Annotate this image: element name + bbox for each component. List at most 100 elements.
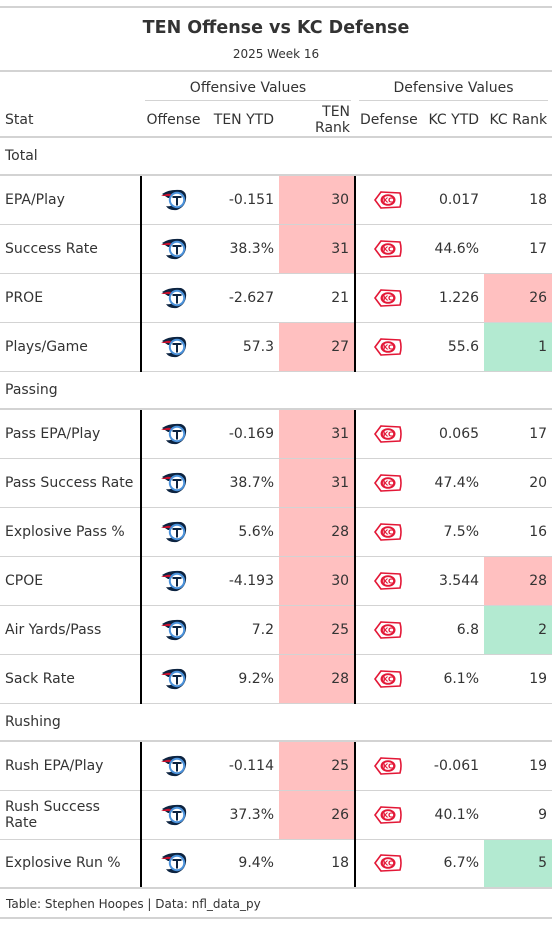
ten-rank-value: 28 (279, 507, 357, 557)
table-row: Rush Success Rate 37.3% 26 KC 40.1% 9 (0, 790, 553, 840)
chiefs-logo-icon: KC (373, 805, 402, 824)
titans-logo-icon (161, 472, 187, 493)
stat-name: Explosive Pass % (0, 507, 142, 557)
defense-logo-cell: KC (355, 839, 420, 889)
ten-rank-value: 18 (279, 839, 357, 889)
ten-ytd-value: 7.2 (206, 605, 279, 655)
stat-name: Sack Rate (0, 654, 142, 704)
kc-rank-value: 1 (484, 322, 553, 372)
kc-ytd-value: 40.1% (419, 790, 485, 840)
group-label: Passing (0, 371, 553, 410)
group-row: Rushing (0, 703, 553, 742)
defense-logo-cell: KC (355, 458, 420, 508)
ten-rank-value: 31 (279, 224, 357, 274)
ten-ytd-value: -0.151 (206, 174, 279, 225)
chiefs-logo-icon: KC (373, 424, 402, 443)
kc-ytd-value: -0.061 (419, 740, 485, 791)
svg-text:KC: KC (382, 343, 392, 351)
titans-logo-icon (161, 804, 187, 825)
table-row: Explosive Pass % 5.6% 28 KC 7.5% 16 (0, 507, 553, 557)
kc-rank-value: 28 (484, 556, 553, 606)
svg-text:KC: KC (382, 430, 392, 438)
table-row: CPOE -4.193 30 KC 3.544 28 (0, 556, 553, 606)
ten-ytd-value: -0.114 (206, 740, 279, 791)
ten-rank-value: 31 (279, 458, 357, 508)
ten-ytd-value: -0.169 (206, 408, 279, 459)
stats-table-container: TEN Offense vs KC Defense 2025 Week 16 O… (0, 6, 553, 919)
table-row: Pass Success Rate 38.7% 31 KC 47.4% 20 (0, 458, 553, 508)
table-row: Rush EPA/Play -0.114 25 KC -0.061 19 (0, 740, 553, 791)
stat-name: Pass Success Rate (0, 458, 142, 508)
table-row: Explosive Run % 9.4% 18 KC 6.7% 5 (0, 839, 553, 889)
svg-text:KC: KC (382, 811, 392, 819)
defense-logo-cell: KC (355, 654, 420, 704)
chiefs-logo-icon: KC (373, 239, 402, 258)
kc-ytd-value: 6.8 (419, 605, 485, 655)
chiefs-logo-icon: KC (373, 620, 402, 639)
kc-ytd-value: 0.017 (419, 174, 485, 225)
ten-ytd-value: 38.3% (206, 224, 279, 274)
defense-logo-cell: KC (355, 224, 420, 274)
kc-rank-value: 19 (484, 654, 553, 704)
table-footer: Table: Stephen Hoopes | Data: nfl_data_p… (0, 889, 552, 919)
stat-name: Success Rate (0, 224, 142, 274)
ten-ytd-value: 37.3% (206, 790, 279, 840)
kc-ytd-value: 6.1% (419, 654, 485, 704)
stat-name: EPA/Play (0, 174, 142, 225)
offense-logo-cell (141, 458, 206, 508)
kc-ytd-value: 55.6 (419, 322, 485, 372)
kc-rank-value: 17 (484, 408, 553, 459)
offense-logo-cell (141, 322, 206, 372)
kc-rank-value: 19 (484, 740, 553, 791)
ten-rank-value: 30 (279, 174, 357, 225)
ten-rank-value: 30 (279, 556, 357, 606)
kc-rank-value: 18 (484, 174, 553, 225)
chiefs-logo-icon: KC (373, 337, 402, 356)
offense-logo-cell (141, 507, 206, 557)
defense-logo-cell: KC (355, 322, 420, 372)
chiefs-logo-icon: KC (373, 522, 402, 541)
offense-logo-cell (141, 740, 206, 791)
stat-name: Air Yards/Pass (0, 605, 142, 655)
ten-rank-value: 31 (279, 408, 357, 459)
chiefs-logo-icon: KC (373, 854, 402, 873)
chiefs-logo-icon: KC (373, 288, 402, 307)
spanner-defensive: Defensive Values (355, 70, 553, 103)
ten-rank-value: 21 (279, 273, 357, 323)
stats-table: Offensive Values Defensive Values Stat O… (0, 70, 553, 889)
chiefs-logo-icon: KC (373, 571, 402, 590)
ten-ytd-value: 38.7% (206, 458, 279, 508)
titans-logo-icon (161, 668, 187, 689)
kc-rank-value: 5 (484, 839, 553, 889)
group-label: Total (0, 137, 553, 176)
spanner-defensive-label: Defensive Values (359, 80, 549, 101)
svg-text:KC: KC (382, 245, 392, 253)
col-header-kc-rank: KC Rank (484, 103, 553, 138)
kc-rank-value: 16 (484, 507, 553, 557)
titans-logo-icon (161, 238, 187, 259)
chiefs-logo-icon: KC (373, 190, 402, 209)
svg-text:KC: KC (382, 528, 392, 536)
top-rule (0, 6, 552, 8)
svg-text:KC: KC (382, 196, 392, 204)
ten-rank-value: 27 (279, 322, 357, 372)
svg-text:KC: KC (382, 626, 392, 634)
offense-logo-cell (141, 839, 206, 889)
table-row: Pass EPA/Play -0.169 31 KC 0.065 17 (0, 408, 553, 459)
svg-text:KC: KC (382, 762, 392, 770)
ten-ytd-value: 9.4% (206, 839, 279, 889)
table-body: Total EPA/Play -0.151 30 KC 0.017 18 Success… (0, 137, 553, 889)
ten-ytd-value: 57.3 (206, 322, 279, 372)
kc-rank-value: 20 (484, 458, 553, 508)
offense-logo-cell (141, 790, 206, 840)
defense-logo-cell: KC (355, 507, 420, 557)
titans-logo-icon (161, 570, 187, 591)
stat-name: Pass EPA/Play (0, 408, 142, 459)
table-row: Sack Rate 9.2% 28 KC 6.1% 19 (0, 654, 553, 704)
chiefs-logo-icon: KC (373, 756, 402, 775)
kc-ytd-value: 1.226 (419, 273, 485, 323)
offense-logo-cell (141, 605, 206, 655)
titans-logo-icon (161, 755, 187, 776)
ten-ytd-value: -4.193 (206, 556, 279, 606)
table-row: Plays/Game 57.3 27 KC 55.6 1 (0, 322, 553, 372)
